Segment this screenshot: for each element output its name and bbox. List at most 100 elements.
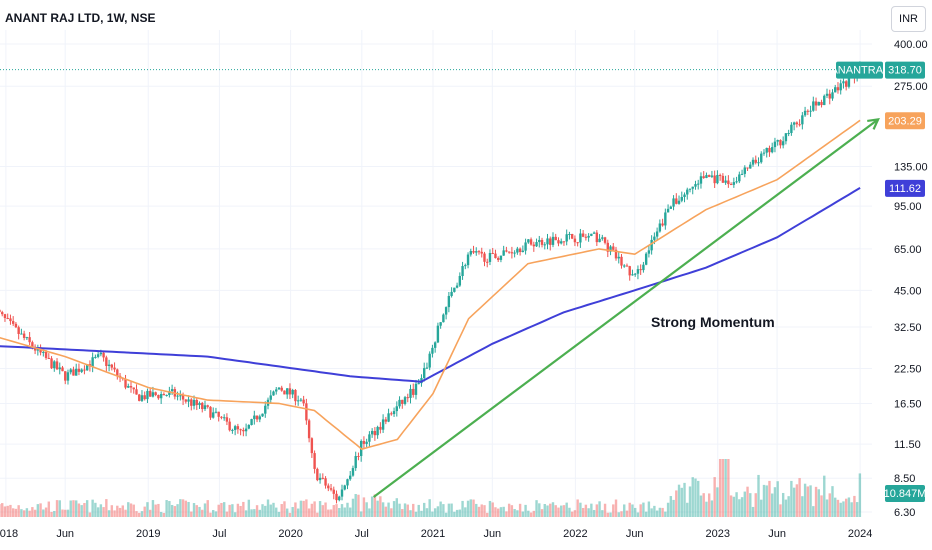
volume-bar [738,499,741,517]
volume-bar [6,505,9,517]
candle [307,420,311,439]
candle [458,276,462,286]
candle [165,394,168,396]
volume-bar [521,511,525,517]
currency-button[interactable]: INR [891,6,926,32]
price-tick-label: 95.00 [894,201,922,213]
candle [77,368,81,372]
volume-bar [518,503,522,517]
candle [296,400,300,402]
candle [543,244,546,246]
candle [398,399,401,407]
volume-bar [614,499,618,517]
candle [184,399,188,402]
volume-bar [710,500,714,517]
candle [781,141,785,146]
candle [579,233,582,243]
volume-bar [72,500,75,517]
candle [201,402,204,410]
volume-bar [335,504,338,517]
volume-bar [261,504,264,517]
volume-bar [825,499,829,517]
candle [633,273,637,275]
annotation-strong-momentum[interactable]: Strong Momentum [651,314,775,330]
time-axis[interactable]: 2018 Jun 2019 Jul 2020 Jul 2021 Jun 2022 Jun 2023 J… [0,528,872,540]
candle [203,405,207,410]
time-tick-label: Jul [355,528,369,540]
volume-bar [50,511,53,517]
volume-bar [138,512,141,517]
candle [1,312,4,315]
candle [22,333,26,338]
volume-bar [113,510,116,517]
volume-bar [535,500,538,517]
candle [11,321,15,324]
candle [527,239,530,243]
candle [431,347,434,354]
trendline-group[interactable] [373,117,880,498]
volume-bar [288,512,292,517]
volume-bar [713,477,716,517]
volume-bar [455,509,459,517]
candle [562,241,566,243]
volume-bar [784,499,788,517]
ma-fast-tag: 203.29 [888,115,922,127]
volume-bar [157,503,160,517]
volume-bar [686,502,689,517]
candle [732,182,736,185]
candle [253,415,256,420]
volume-bar [705,501,708,517]
time-tick-label: 2018 [0,528,18,540]
candle [724,180,727,183]
volume-bar [694,478,697,517]
volume-bar [403,503,407,517]
candle [658,223,662,232]
candle [705,175,708,178]
candle [94,356,97,358]
candle [195,399,198,406]
volume-bar [617,512,620,517]
candle [255,415,259,420]
volume-bar [203,503,207,517]
volume-bar [633,507,637,517]
candle [179,395,182,397]
candle [743,167,747,174]
candle [277,387,281,390]
volume-bar [390,508,393,517]
candle [299,399,303,401]
price-axis[interactable]: 400.00 275.00 135.00 95.00 65.00 45.00 32.50 22… [894,39,928,519]
candle [735,181,738,183]
candle [170,389,174,392]
candle [825,93,829,96]
volume-bar [395,498,399,517]
volume-bar [258,509,261,517]
volume-bar [316,512,319,517]
volume-bar [357,494,360,517]
candle [124,378,127,388]
candle [480,251,483,254]
volume-bar [855,502,859,517]
volume-bar [354,494,357,517]
volume-bar [159,511,163,517]
volume-bar [384,506,388,517]
volume-bar [61,509,64,517]
candle [66,372,70,381]
candle [483,253,486,262]
volume-bar [20,509,23,517]
candle [222,417,226,419]
candle [494,253,497,259]
volume-bar [94,502,97,517]
volume-bar [11,508,15,517]
volume-bar [135,511,138,517]
volume-bar [143,506,146,517]
candle [560,241,563,244]
candle [244,428,248,432]
volume-bar [584,504,588,517]
volume-bar [266,499,270,517]
volume-bar [151,500,155,517]
volume-bar [69,500,72,517]
volume-bar [765,485,768,517]
volume-bar [329,509,333,517]
